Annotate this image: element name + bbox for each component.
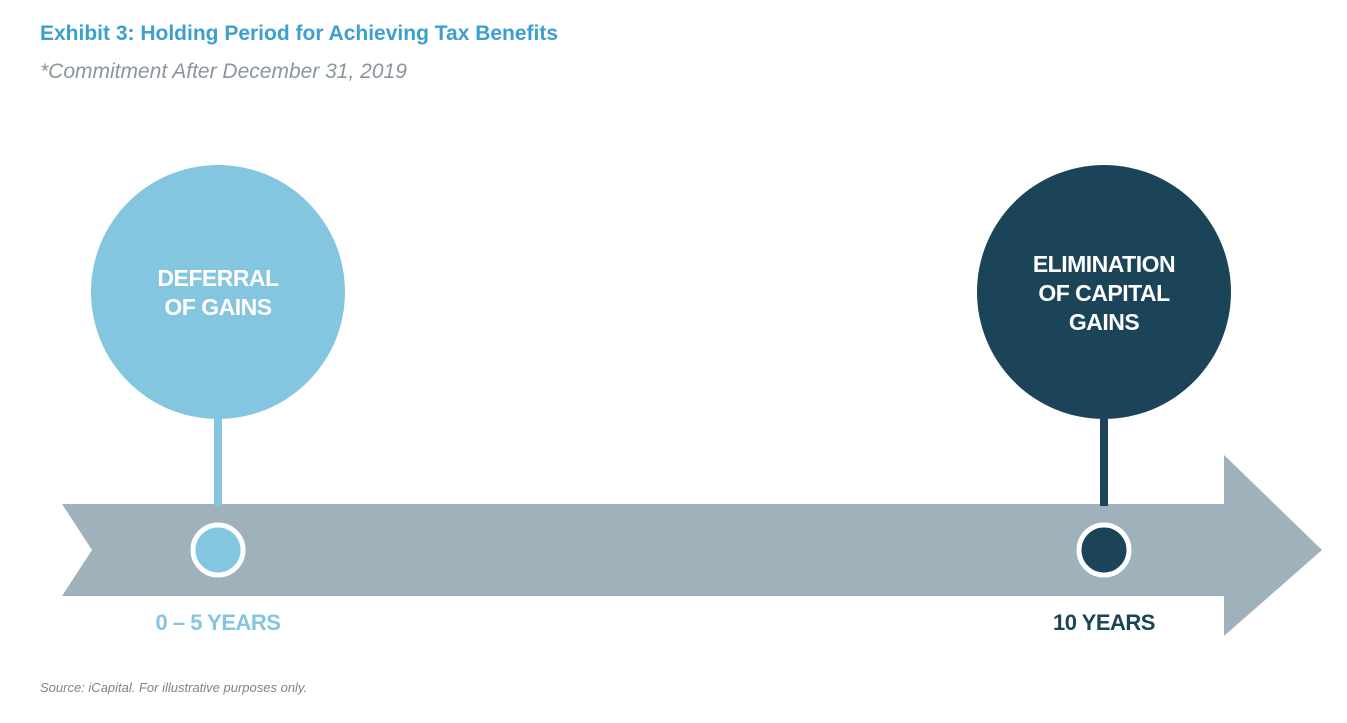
elimination-circle-text: ELIMINATION OF CAPITAL GAINS <box>994 250 1214 337</box>
timeline-arrow <box>62 455 1322 636</box>
elimination-text-line: GAINS <box>1068 309 1140 335</box>
source-note: Source: iCapital. For illustrative purpo… <box>40 680 308 695</box>
elimination-text-line: OF CAPITAL <box>1038 280 1170 306</box>
elimination-circle <box>977 165 1231 419</box>
deferral-marker <box>190 522 246 578</box>
elimination-period-label: 10 YEARS <box>1053 610 1155 635</box>
deferral-text-line: OF GAINS <box>164 294 272 320</box>
elimination-text-line: ELIMINATION <box>1032 251 1176 277</box>
exhibit-title: Exhibit 3: Holding Period for Achieving … <box>40 22 559 45</box>
deferral-stem <box>214 410 222 506</box>
elimination-stem <box>1100 410 1108 506</box>
deferral-period-label: 0 – 5 YEARS <box>155 610 281 635</box>
exhibit-subtitle: *Commitment After December 31, 2019 <box>40 60 407 83</box>
deferral-circle <box>91 165 345 419</box>
deferral-circle-text: DEFERRAL OF GAINS <box>108 264 328 322</box>
deferral-text-line: DEFERRAL <box>157 265 279 291</box>
elimination-marker <box>1076 522 1132 578</box>
